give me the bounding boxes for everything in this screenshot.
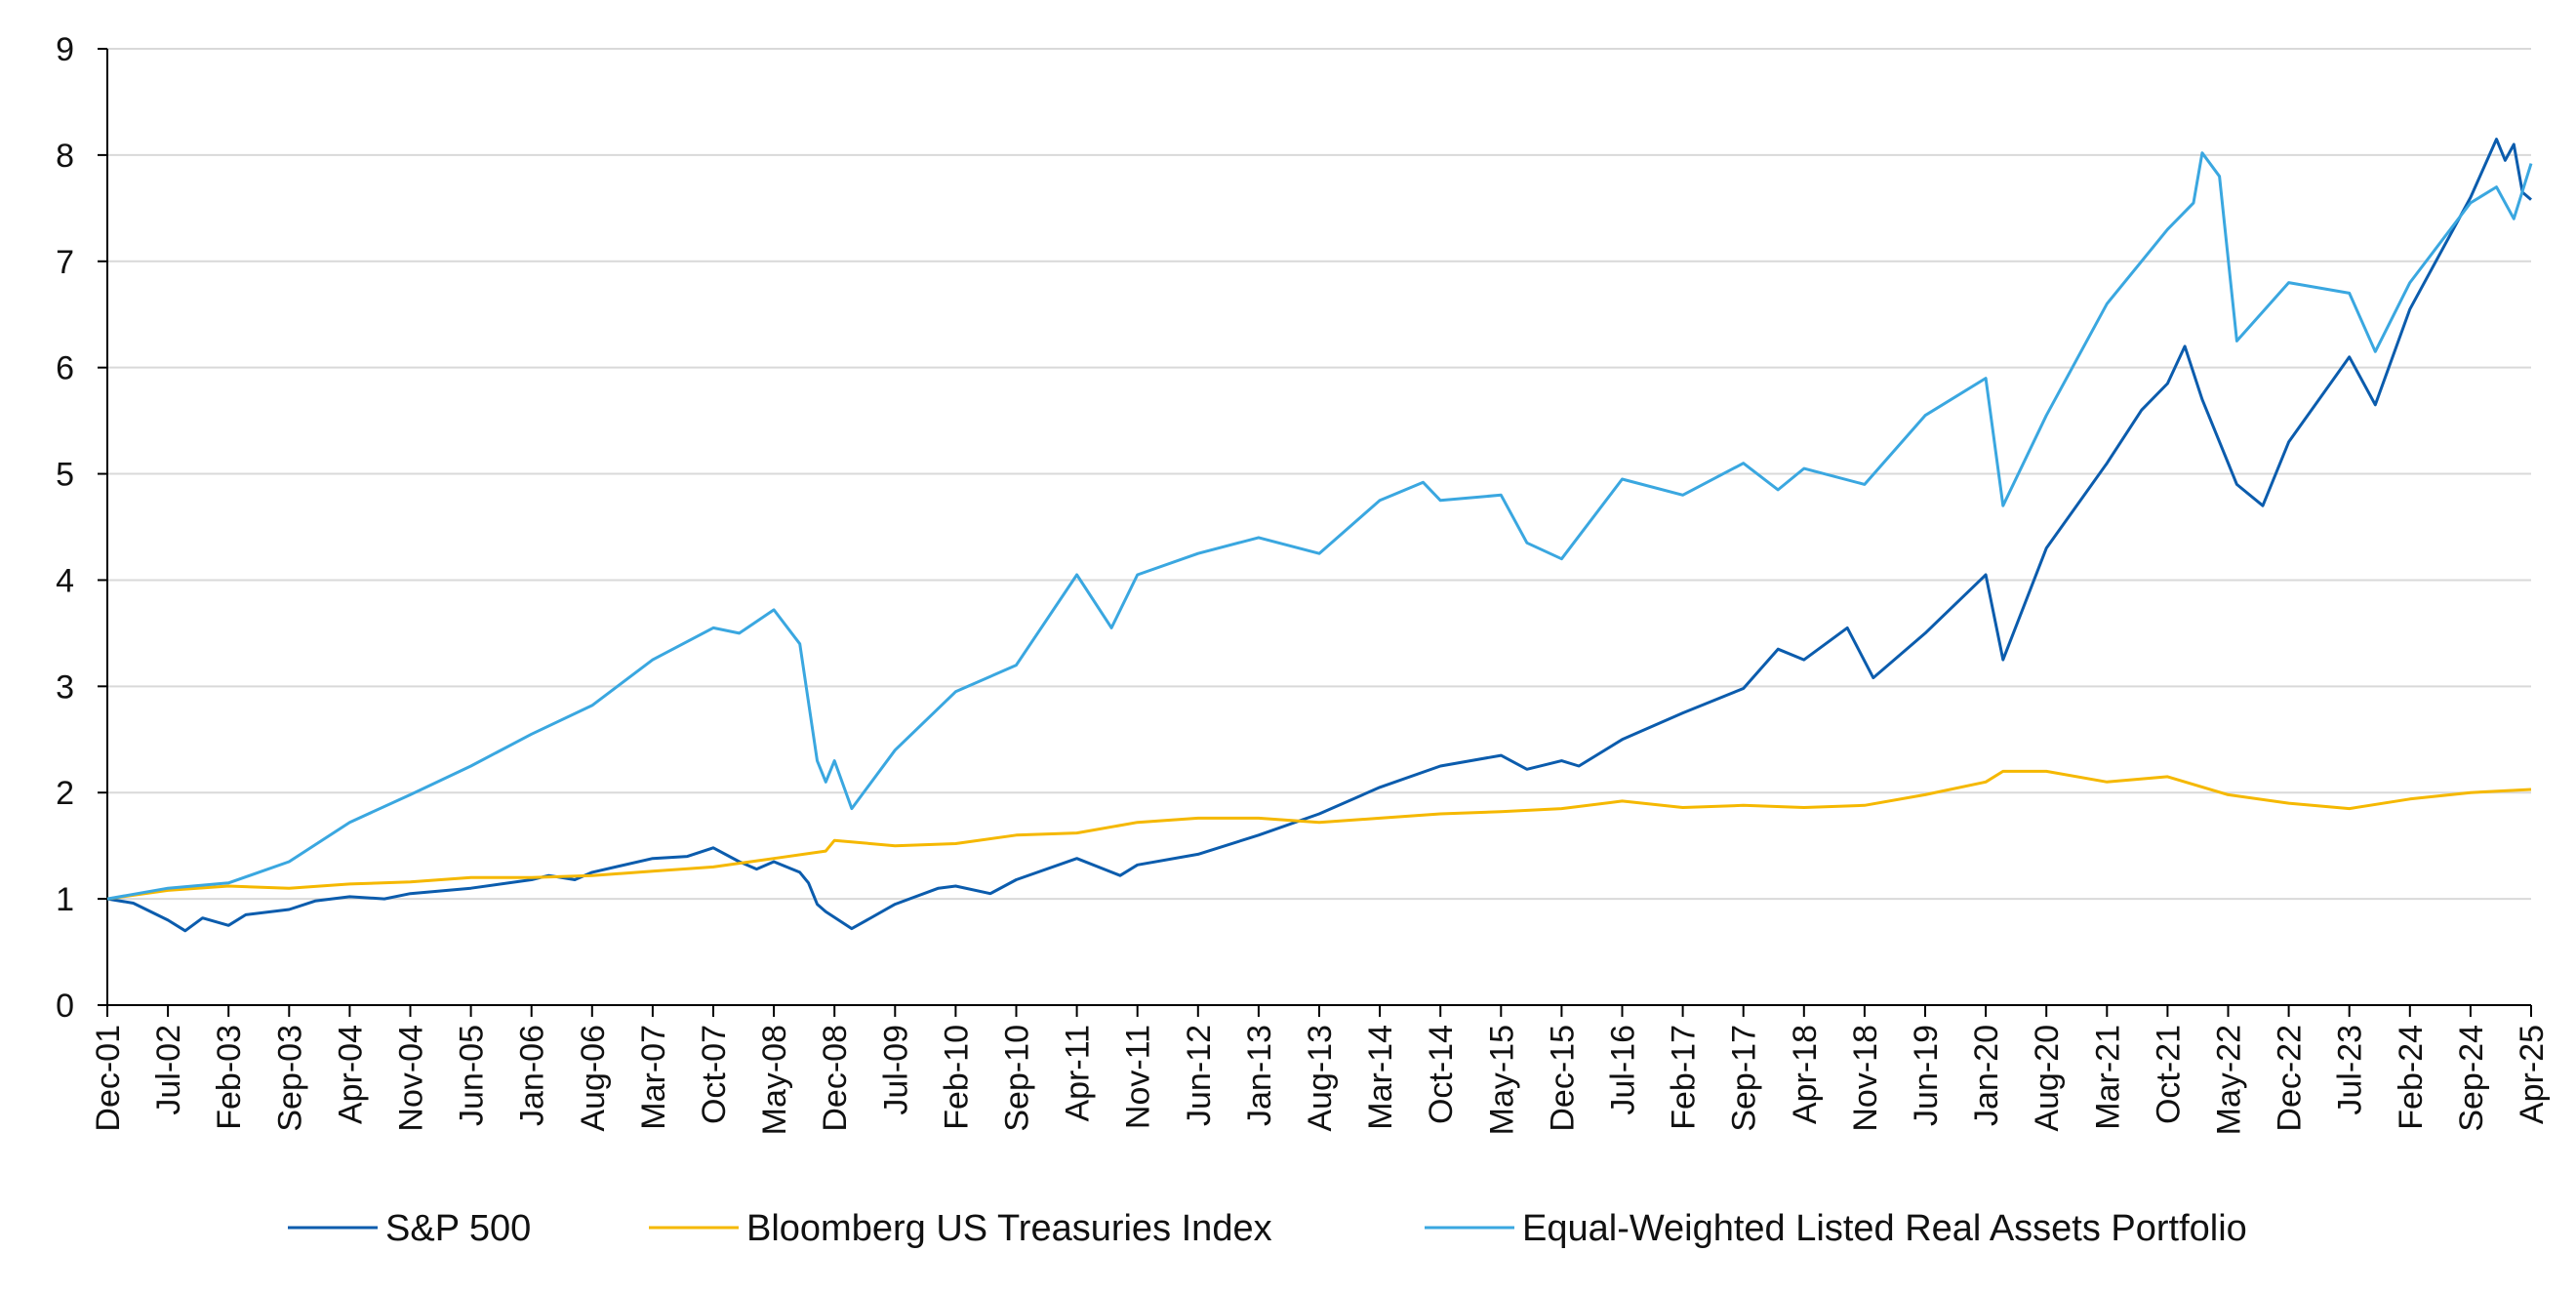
y-tick-label: 4 [56,562,74,599]
x-tick-label: Feb-17 [1666,1025,1703,1130]
x-tick-label: Aug-13 [1302,1025,1339,1132]
x-tick-label: Apr-04 [332,1025,369,1124]
x-tick-label: Nov-11 [1120,1025,1157,1129]
legend-label-1: S&P 500 [385,1208,531,1249]
x-tick-label: Dec-22 [2272,1025,2309,1132]
x-tick-label: Jan-13 [1241,1025,1278,1126]
x-tick-label: Oct-07 [696,1025,733,1124]
x-tick-label: Jul-16 [1605,1025,1642,1115]
x-tick-label: Dec-01 [90,1025,127,1132]
x-tick-label: Sep-17 [1726,1025,1763,1132]
y-tick-label: 5 [56,457,74,494]
x-tick-label: Apr-25 [2514,1025,2551,1124]
y-tick-label: 2 [56,775,74,812]
x-tick-label: Mar-21 [2089,1025,2126,1130]
series-line-2 [106,769,2532,901]
x-tick-label: Dec-15 [1544,1025,1581,1132]
y-tick-label: 1 [56,881,74,918]
legend-label-2: Bloomberg US Treasuries Index [746,1208,1272,1249]
legend: S&P 500 Bloomberg US Treasuries Index Equa… [288,1208,2247,1249]
y-tick-label: 0 [56,988,74,1025]
x-tick-label: Jan-06 [514,1025,551,1126]
gridlines [107,48,2531,901]
x-tick-label: Dec-08 [817,1025,854,1132]
x-tick-label: May-22 [2211,1025,2248,1135]
x-tick-label: Jun-12 [1181,1025,1218,1126]
x-tick-label: Jul-09 [877,1025,914,1115]
x-tick-label: Apr-11 [1060,1025,1097,1122]
y-tick-label: 6 [56,350,74,387]
x-tick-label: May-08 [756,1025,793,1135]
x-tick-label: Feb-24 [2393,1025,2430,1130]
x-tick-label: Sep-10 [999,1025,1036,1132]
x-tick-label: Sep-24 [2453,1025,2490,1132]
x-tick-label: Nov-18 [1847,1025,1884,1132]
axes: 0 1 2 3 4 5 6 7 8 9 Dec-01 Jul-02 Feb-03 Sep-03 Apr-04… [56,31,2551,1135]
x-tick-label: Mar-14 [1362,1025,1399,1130]
x-tick-label: Oct-21 [2150,1025,2187,1124]
series-line-3 [106,151,2533,901]
y-tick-label: 8 [56,138,74,175]
y-tick-label: 9 [56,31,74,68]
x-tick-label: Jul-23 [2332,1025,2369,1115]
x-tick-label: Apr-18 [1787,1025,1824,1124]
series-line-1 [106,138,2532,933]
x-tick-label: Nov-04 [393,1025,430,1132]
x-tick-label: Feb-10 [938,1025,975,1130]
x-tick-label: Oct-14 [1423,1025,1460,1124]
x-tick-label: Jun-19 [1908,1025,1945,1126]
x-tick-label: May-15 [1483,1025,1520,1135]
y-tick-label: 7 [56,244,74,281]
series-lines [106,138,2533,933]
x-tick-label: Jan-20 [1968,1025,2005,1126]
x-tick-label: Sep-03 [271,1025,308,1132]
x-tick-label: Jun-05 [454,1025,491,1126]
x-tick-label: Feb-03 [211,1025,248,1130]
x-tick-label: Jul-02 [150,1025,187,1115]
y-tick-label: 3 [56,668,74,706]
legend-label-3: Equal-Weighted Listed Real Assets Portfo… [1522,1208,2247,1249]
x-tick-label: Mar-07 [635,1025,672,1130]
x-tick-label: Aug-20 [2029,1025,2066,1132]
x-tick-label: Aug-06 [575,1025,612,1132]
